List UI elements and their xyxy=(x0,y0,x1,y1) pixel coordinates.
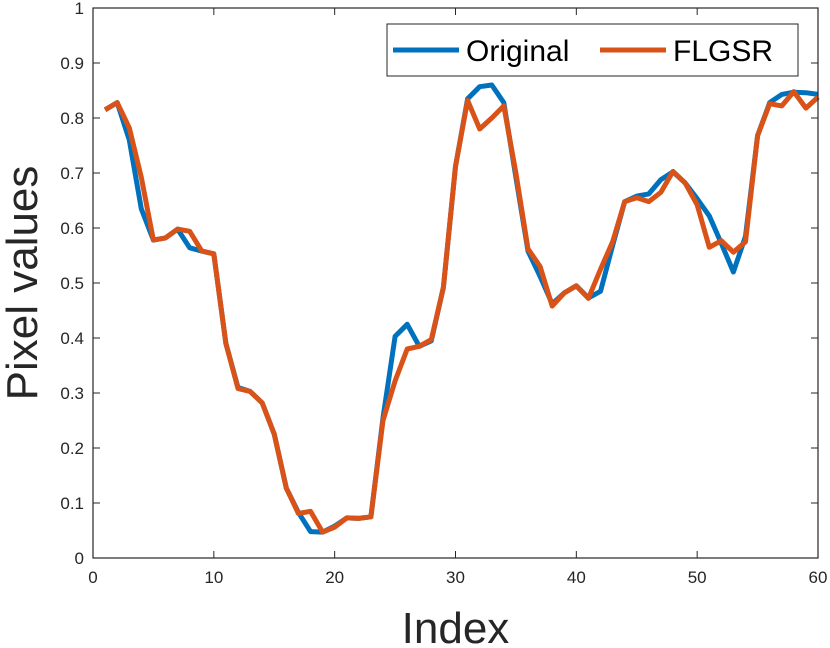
y-axis-ticks: 0 0.1 0.2 0.3 0.4 0.5 0.6 0.7 0.8 0.9 1 xyxy=(60,0,818,568)
series-line-flgsr xyxy=(103,89,820,535)
y-tick-label: 0.1 xyxy=(60,494,84,513)
y-tick-label: 0.6 xyxy=(60,219,84,238)
legend-label-flgsr: FLGSR xyxy=(673,35,773,68)
y-tick-label: 0.7 xyxy=(60,164,84,183)
x-tick-label: 30 xyxy=(446,568,465,587)
y-tick-label: 1 xyxy=(75,0,84,18)
y-tick-label: 0.4 xyxy=(60,329,84,348)
x-tick-label: 40 xyxy=(567,568,586,587)
legend-label-original: Original xyxy=(466,35,569,68)
x-tick-label: 60 xyxy=(809,568,828,587)
y-tick-label: 0.3 xyxy=(60,384,84,403)
series-layer xyxy=(103,82,820,535)
y-tick-label: 0.8 xyxy=(60,109,84,128)
x-tick-label: 50 xyxy=(688,568,707,587)
legend: Original FLGSR xyxy=(386,23,799,77)
y-axis-label: Pixel values xyxy=(0,166,47,401)
plot-area xyxy=(93,8,818,558)
x-tick-label: 0 xyxy=(88,568,97,587)
y-tick-label: 0.9 xyxy=(60,54,84,73)
x-axis-ticks: 0 10 20 30 40 50 60 xyxy=(88,8,827,587)
x-axis-label: Index xyxy=(402,604,510,648)
x-tick-label: 10 xyxy=(204,568,223,587)
y-tick-label: 0 xyxy=(75,549,84,568)
y-tick-label: 0.2 xyxy=(60,439,84,458)
plot-frame xyxy=(92,7,819,559)
y-tick-label: 0.5 xyxy=(60,274,84,293)
x-tick-label: 20 xyxy=(325,568,344,587)
